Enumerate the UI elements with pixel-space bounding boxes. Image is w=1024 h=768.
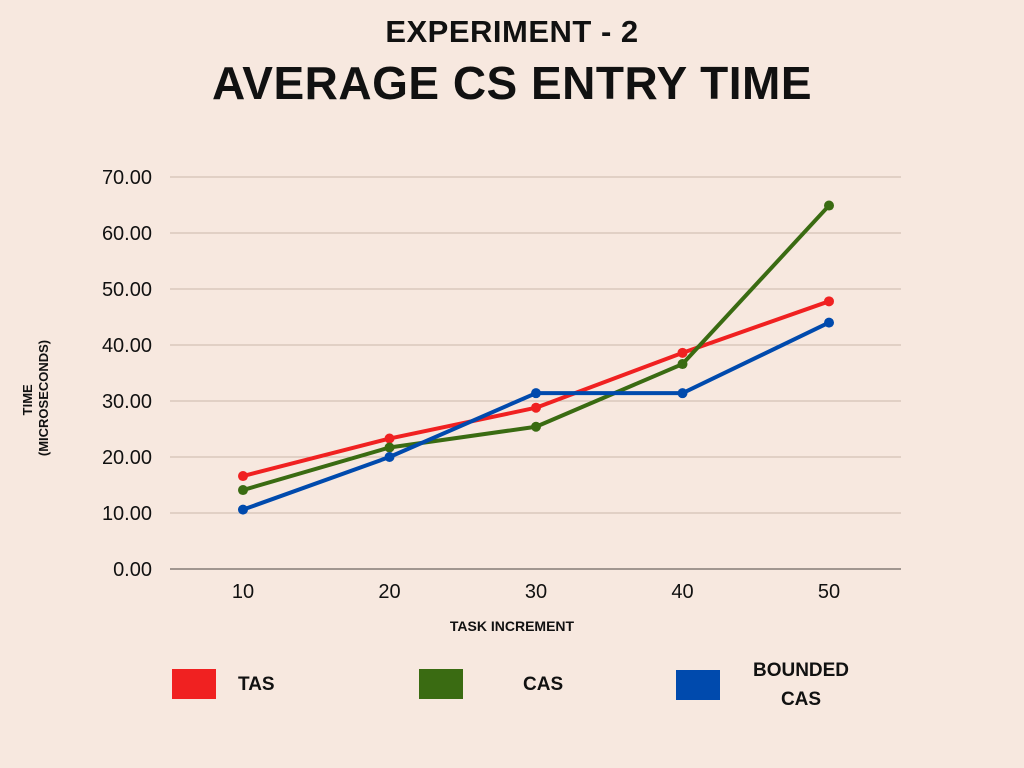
x-tick-label: 20 [378,581,400,603]
legend-swatch-cas [419,669,463,699]
legend-item-bounded-cas: BOUNDED CAS [676,656,856,714]
data-point-tas [384,433,395,444]
x-axis-title: TASK INCREMENT [450,618,575,634]
series-lines [238,200,834,515]
data-point-cas [677,359,688,370]
series-tas [238,296,834,482]
grid-lines [170,176,901,570]
data-point-cas [531,421,541,432]
y-tick-label: 30.00 [102,391,152,413]
series-line-bounded-cas [241,320,831,512]
x-tick-label: 50 [818,581,840,603]
data-point-cas [384,442,395,453]
legend-item-tas: TAS [172,669,275,699]
y-tick-label: 10.00 [102,503,152,525]
legend-label-bounded-cas: BOUNDED CAS [752,660,850,710]
y-tick-label: 20.00 [102,447,152,469]
legend-item-cas: CAS [419,669,563,699]
x-axis-ticks: 10 20 30 40 50 [232,581,840,603]
y-tick-label: 70.00 [102,167,152,189]
data-point-tas [238,471,248,482]
y-axis-ticks: 0.00 10.00 20.00 30.00 40.00 50.00 60.00 70.00 [102,167,152,581]
data-point-cas [238,485,248,496]
y-axis-title-line1: TIME [20,384,35,415]
legend-label-tas: TAS [238,673,275,695]
data-point-tas [531,402,541,413]
data-point-cas [824,200,834,211]
chart-title: AVERAGE CS ENTRY TIME [211,57,813,109]
series-bounded-cas [238,317,834,515]
legend-swatch-bounded-cas [676,670,720,700]
legend-label-cas: CAS [523,673,564,695]
data-point-bounded-cas [238,504,248,515]
data-point-bounded-cas [824,317,834,328]
x-tick-label: 10 [232,581,254,603]
y-tick-label: 60.00 [102,223,152,245]
x-tick-label: 40 [671,581,693,603]
data-point-bounded-cas [677,388,688,399]
data-point-tas [677,347,688,358]
series-line-cas [241,203,831,493]
y-tick-label: 0.00 [113,559,152,581]
data-point-tas [824,296,834,307]
data-point-bounded-cas [384,452,395,462]
y-tick-label: 40.00 [102,335,152,357]
y-tick-label: 50.00 [102,279,152,301]
series-cas [238,200,834,496]
y-axis-title: TIME (MICROSECONDS) [20,340,51,456]
y-axis-title-line2: (MICROSECONDS) [36,340,51,456]
chart-subtitle: EXPERIMENT - 2 [385,14,639,49]
data-point-bounded-cas [531,388,541,399]
x-tick-label: 30 [525,581,547,603]
legend-swatch-tas [172,669,216,699]
